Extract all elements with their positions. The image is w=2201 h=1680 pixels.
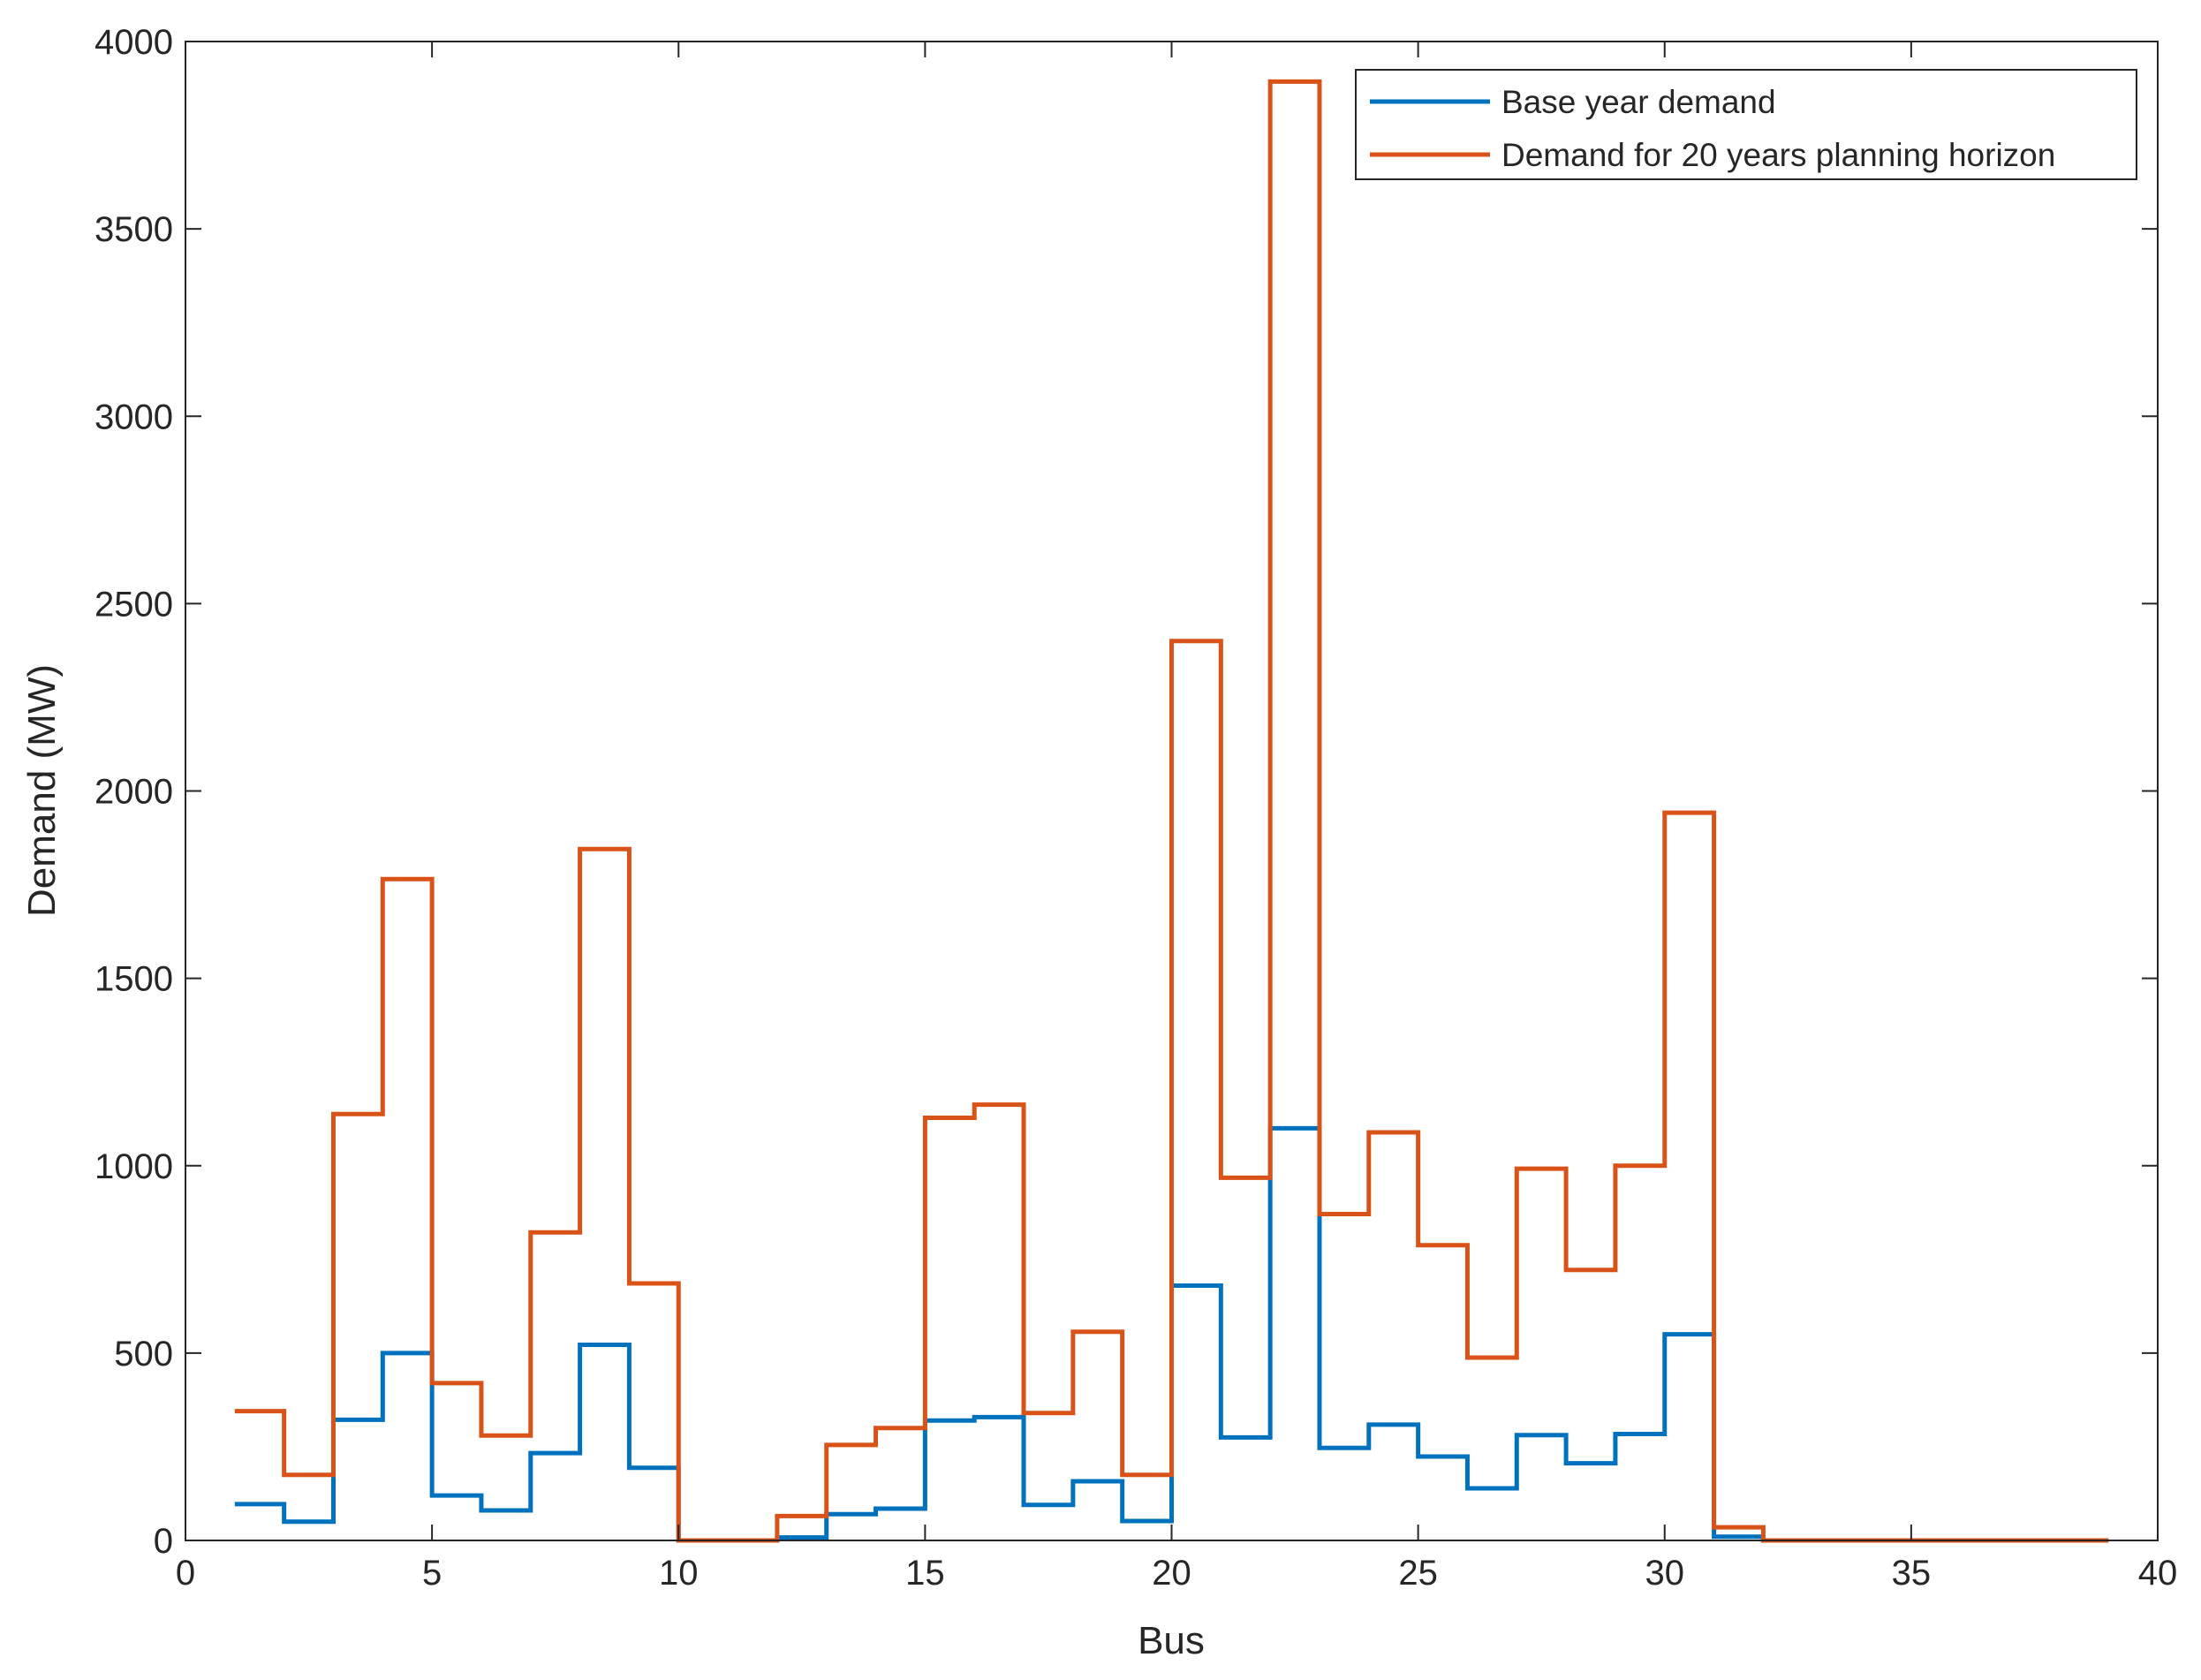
y-tick-label: 3500 xyxy=(95,210,173,249)
y-tick-label: 500 xyxy=(114,1335,173,1374)
x-tick-label: 20 xyxy=(1152,1554,1191,1593)
x-tick-label: 25 xyxy=(1398,1554,1438,1593)
legend: Base year demand Demand for 20 years pla… xyxy=(1355,69,2137,180)
y-tick-label: 1500 xyxy=(95,960,173,999)
x-tick-label: 0 xyxy=(176,1554,195,1593)
x-tick-label: 40 xyxy=(2138,1554,2178,1593)
series-line-1 xyxy=(234,79,2109,1543)
y-tick-label: 3000 xyxy=(95,397,173,436)
y-axis-label: Demand (MW) xyxy=(20,664,64,917)
series-line-0 xyxy=(234,1125,2109,1543)
y-tick-label: 0 xyxy=(154,1522,173,1561)
y-tick-label: 2500 xyxy=(95,585,173,624)
x-tick-label: 15 xyxy=(905,1554,945,1593)
legend-label-base-year: Base year demand xyxy=(1501,84,1776,120)
x-tick-label: 35 xyxy=(1892,1554,1932,1593)
x-tick-label: 30 xyxy=(1645,1554,1685,1593)
x-axis-label: Bus xyxy=(1138,1619,1205,1662)
x-tick-label: 5 xyxy=(422,1554,442,1593)
y-tick-label: 2000 xyxy=(95,773,173,812)
y-tick-label: 1000 xyxy=(95,1147,173,1186)
legend-box xyxy=(1355,69,2137,180)
ticks-layer: 0 5 10 15 20 25 30 35 40 0 500 1000 1500 2000 2500 3000… xyxy=(95,23,2177,1593)
legend-label-20-year: Demand for 20 years planning horizon xyxy=(1501,137,2055,173)
series-layer xyxy=(234,79,2109,1543)
y-tick-label: 4000 xyxy=(95,23,173,62)
x-tick-label: 10 xyxy=(659,1554,699,1593)
